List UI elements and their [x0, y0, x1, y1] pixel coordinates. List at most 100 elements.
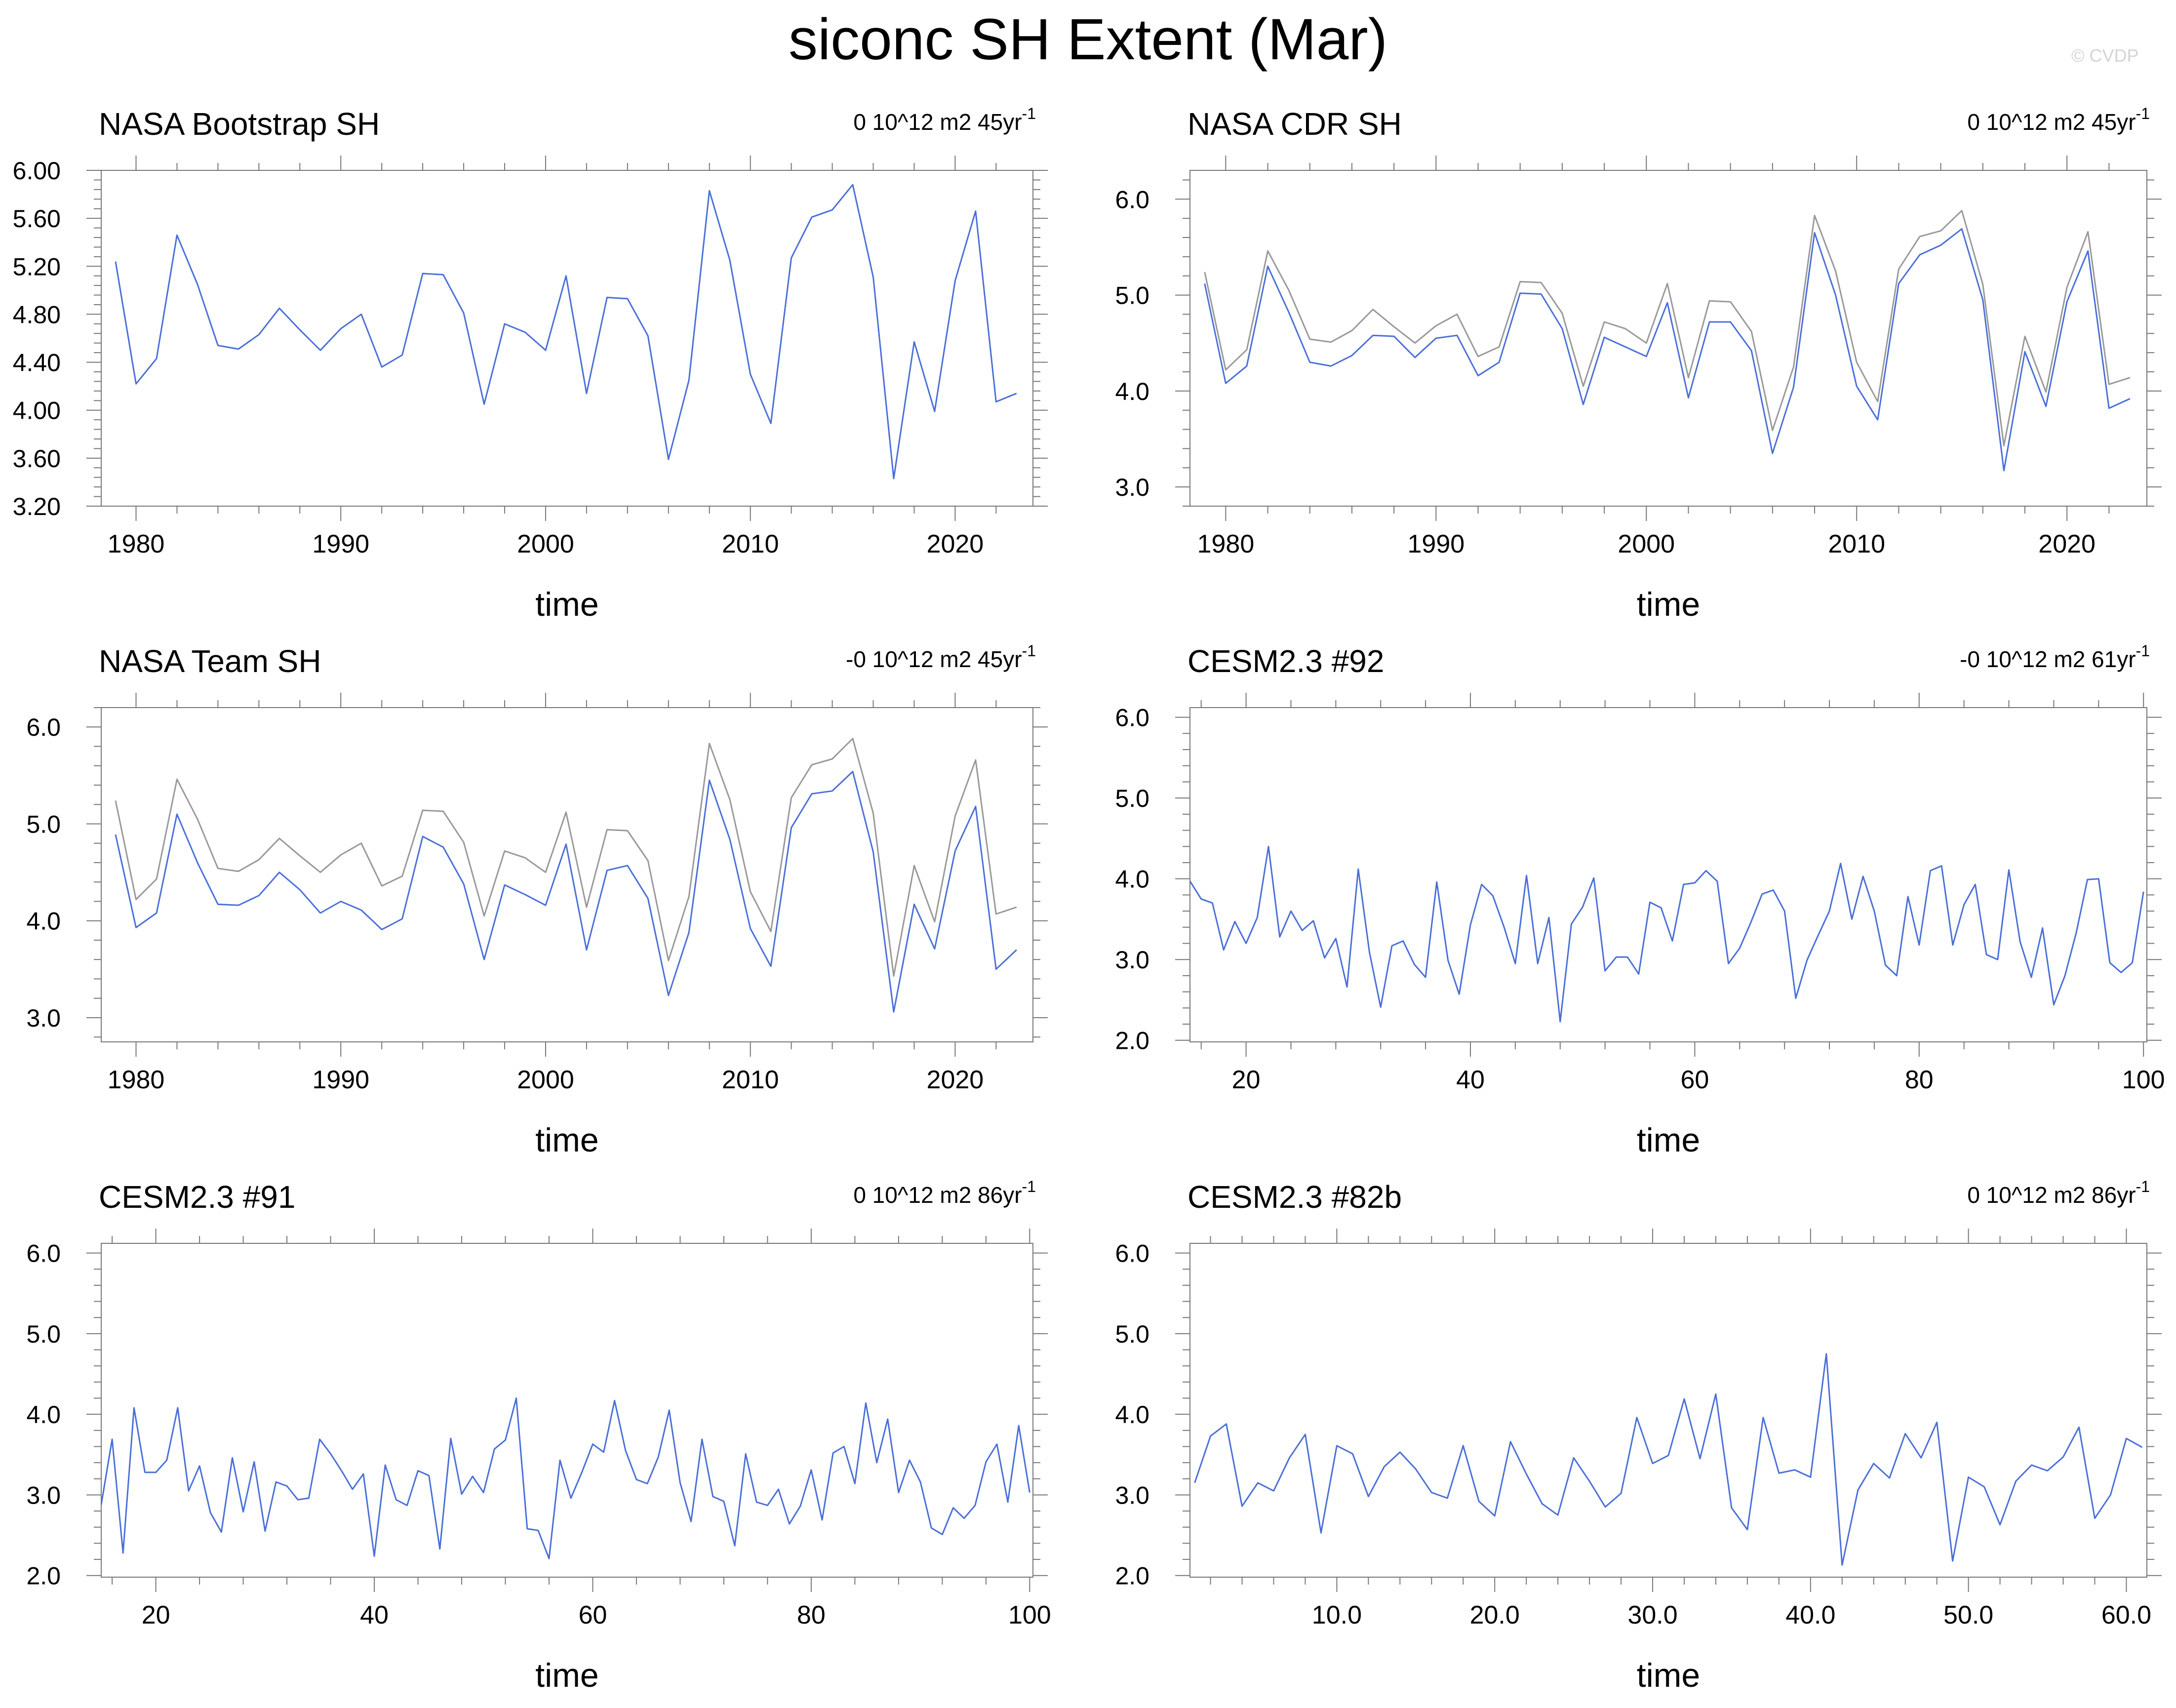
- trend-value: 0 10^12 m2 45yr: [1967, 109, 2136, 135]
- x-tick-label: 2020: [927, 530, 984, 558]
- figure-title: siconc SH Extent (Mar): [788, 7, 1388, 72]
- x-tick-label: 1980: [108, 1066, 165, 1094]
- plot-frame: [101, 1243, 1033, 1578]
- x-tick-label: 20: [142, 1601, 170, 1629]
- trend-superscript: -1: [1022, 642, 1036, 660]
- y-tick-label: 6.0: [1115, 186, 1149, 213]
- y-tick-label: 6.0: [1115, 704, 1149, 732]
- panel-title: CESM2.3 #91: [99, 1179, 295, 1215]
- y-tick-label: 5.0: [1115, 785, 1149, 812]
- x-tick-label: 2000: [1618, 530, 1675, 558]
- y-tick-label: 3.0: [26, 1481, 61, 1509]
- x-tick-label: 30.0: [1627, 1601, 1677, 1629]
- y-tick-label: 5.60: [13, 205, 61, 233]
- trend-value: -0 10^12 m2 45yr: [846, 646, 1022, 672]
- y-tick-label: 4.40: [13, 349, 61, 377]
- x-axis-label: time: [1637, 586, 1700, 623]
- plot-frame: [1189, 170, 2147, 507]
- y-tick-label: 3.0: [1115, 946, 1149, 974]
- x-tick-label: 40: [1456, 1066, 1485, 1094]
- x-tick-label: 2000: [517, 1066, 574, 1094]
- x-tick-label: 1980: [1197, 530, 1255, 558]
- trend-superscript: -1: [1022, 105, 1036, 122]
- x-tick-label: 1990: [312, 530, 369, 558]
- x-tick-label: 100: [2122, 1066, 2165, 1094]
- x-tick-label: 2000: [517, 530, 574, 558]
- y-tick-label: 3.60: [13, 445, 61, 473]
- plot-frame: [101, 707, 1033, 1042]
- y-tick-label: 6.00: [13, 157, 61, 185]
- trend-superscript: -1: [1022, 1178, 1036, 1195]
- copyright-watermark: © CVDP: [2071, 45, 2139, 66]
- plot-frame: [1189, 1243, 2147, 1578]
- trend-value: 0 10^12 m2 86yr: [1967, 1182, 2136, 1208]
- trend-annotation: 0 10^12 m2 86yr-1: [853, 1178, 1036, 1208]
- main-series-line: [115, 771, 1017, 1013]
- trend-annotation: 0 10^12 m2 45yr-1: [1967, 105, 2150, 135]
- plot-frame: [101, 170, 1033, 507]
- y-tick-label: 6.0: [26, 714, 61, 741]
- chart-panel: 20 40 60 80 100 2.0 3.0 4.0 5.0 6.0 CESM2.3 #91 0 1…: [26, 1178, 1051, 1694]
- main-series-line: [1204, 228, 2131, 472]
- y-tick-label: 2.0: [1115, 1027, 1149, 1055]
- trend-value: 0 10^12 m2 45yr: [853, 109, 1022, 135]
- trend-value: -0 10^12 m2 61yr: [1960, 646, 2136, 672]
- main-series-line: [1194, 1353, 2143, 1566]
- x-axis-label: time: [535, 1657, 598, 1694]
- x-tick-label: 2010: [1828, 530, 1885, 558]
- main-series-line: [1189, 845, 2144, 1023]
- y-tick-label: 5.0: [26, 810, 61, 838]
- trend-superscript: -1: [2136, 1178, 2150, 1195]
- x-tick-label: 2010: [722, 1066, 779, 1094]
- chart-panel: 1980 1990 2000 2010 2020 3.0 4.0 5.0 6.0 NASA CDR…: [1115, 105, 2162, 623]
- trend-annotation: -0 10^12 m2 45yr-1: [846, 642, 1036, 672]
- x-tick-label: 1990: [1407, 530, 1464, 558]
- x-axis-label: time: [535, 586, 598, 623]
- trend-annotation: 0 10^12 m2 86yr-1: [1967, 1178, 2150, 1208]
- y-tick-label: 4.0: [26, 908, 61, 935]
- trend-annotation: 0 10^12 m2 45yr-1: [853, 105, 1036, 135]
- trend-superscript: -1: [2136, 642, 2150, 660]
- x-axis-label: time: [1637, 1121, 1700, 1159]
- reference-series-line: [115, 738, 1017, 977]
- x-tick-label: 2020: [927, 1066, 984, 1094]
- main-series-line: [115, 184, 1017, 479]
- x-tick-label: 1980: [108, 530, 165, 558]
- x-axis-label: time: [1637, 1657, 1700, 1694]
- x-tick-label: 60: [1680, 1066, 1709, 1094]
- y-tick-label: 5.0: [1115, 1320, 1149, 1348]
- x-tick-label: 2010: [722, 530, 779, 558]
- x-tick-label: 60.0: [2101, 1601, 2151, 1629]
- panel-title: CESM2.3 #92: [1187, 643, 1384, 679]
- trend-value: 0 10^12 m2 86yr: [853, 1182, 1022, 1208]
- y-tick-label: 4.0: [26, 1401, 61, 1429]
- x-tick-label: 50.0: [1943, 1601, 1993, 1629]
- x-tick-label: 100: [1008, 1601, 1051, 1629]
- y-tick-label: 5.0: [1115, 282, 1149, 310]
- trend-annotation: -0 10^12 m2 61yr-1: [1960, 642, 2150, 672]
- panel-title: NASA CDR SH: [1187, 106, 1402, 142]
- y-tick-label: 4.80: [13, 301, 61, 328]
- x-tick-label: 80: [797, 1601, 826, 1629]
- y-tick-label: 6.0: [26, 1240, 61, 1268]
- reference-series-line: [1204, 210, 2131, 447]
- x-tick-label: 40: [360, 1601, 389, 1629]
- chart-panel: 1980 1990 2000 2010 2020 3.20 3.60 4.00 4.40 4.80…: [13, 105, 1048, 623]
- y-tick-label: 3.20: [13, 493, 61, 520]
- x-tick-label: 10.0: [1312, 1601, 1362, 1629]
- y-tick-label: 4.0: [1115, 866, 1149, 893]
- y-tick-label: 3.0: [26, 1004, 61, 1032]
- x-tick-label: 60: [579, 1601, 607, 1629]
- chart-panel: 20 40 60 80 100 2.0 3.0 4.0 5.0 6.0 CESM2.3 #92 -0 …: [1115, 642, 2165, 1159]
- x-tick-label: 2020: [2038, 530, 2096, 558]
- x-tick-label: 20: [1232, 1066, 1261, 1094]
- y-tick-label: 5.20: [13, 253, 61, 280]
- main-series-line: [100, 1397, 1030, 1559]
- x-tick-label: 20.0: [1470, 1601, 1520, 1629]
- panel-title: NASA Team SH: [99, 643, 321, 679]
- y-tick-label: 5.0: [26, 1320, 61, 1348]
- x-tick-label: 80: [1905, 1066, 1934, 1094]
- y-tick-label: 2.0: [26, 1562, 61, 1590]
- y-tick-label: 3.0: [1115, 474, 1149, 501]
